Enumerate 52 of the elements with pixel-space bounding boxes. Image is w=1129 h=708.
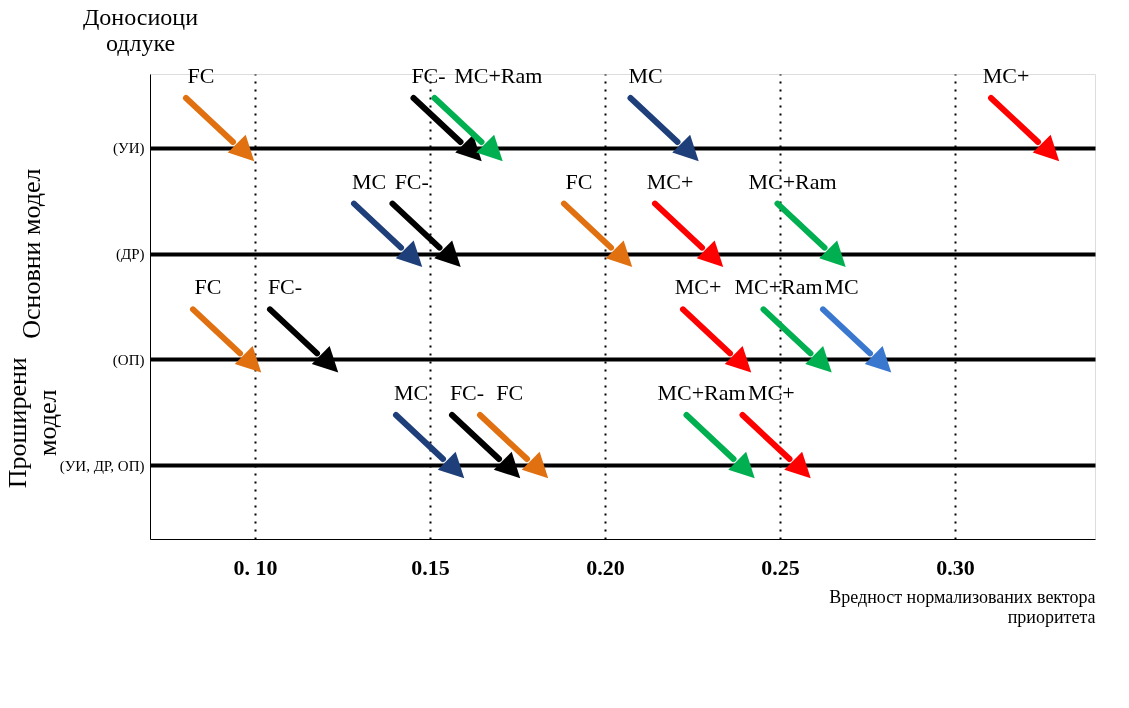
y-tick-label: (УИ, ДР, ОП) bbox=[59, 457, 145, 475]
text: MC+Ram bbox=[657, 380, 746, 406]
point bbox=[395, 240, 423, 267]
series-label: MC+ bbox=[674, 274, 722, 300]
text: FC bbox=[194, 274, 222, 300]
text: MC+ bbox=[982, 62, 1030, 88]
point bbox=[311, 346, 339, 373]
point bbox=[805, 346, 832, 373]
text: MC+Ram bbox=[748, 168, 837, 194]
series-label: FC- bbox=[394, 168, 429, 194]
text: MC bbox=[351, 168, 387, 194]
x-tick-label: 0.30 bbox=[936, 554, 975, 580]
y-tick-label: (ОП) bbox=[112, 351, 145, 369]
text: FC- bbox=[411, 62, 446, 88]
point bbox=[227, 134, 255, 162]
y-tick-label: (УИ) bbox=[113, 140, 145, 158]
point bbox=[455, 134, 482, 162]
point bbox=[724, 346, 752, 373]
point bbox=[437, 451, 465, 479]
point bbox=[819, 240, 846, 267]
point bbox=[784, 451, 811, 479]
point bbox=[521, 451, 549, 479]
point bbox=[728, 451, 755, 479]
text: FC- bbox=[449, 380, 485, 406]
point bbox=[434, 240, 461, 267]
text: FC bbox=[565, 168, 593, 194]
x-tick-label: 0.25 bbox=[761, 554, 800, 580]
text: MC+ bbox=[646, 168, 694, 194]
text: Основни модел bbox=[17, 168, 46, 339]
text: MC+Ram bbox=[454, 62, 543, 88]
point bbox=[234, 346, 262, 373]
text: FC- bbox=[267, 274, 303, 300]
text: MC+ bbox=[747, 380, 795, 406]
text: MC bbox=[628, 62, 663, 88]
y-axis-title: Доносиоци одлуке bbox=[83, 3, 199, 56]
x-axis-title: Вредност нормализованих вектора приоритета bbox=[829, 586, 1096, 627]
text: FC bbox=[187, 62, 215, 88]
y-tick-label: (ДР) bbox=[115, 246, 145, 264]
series-label: MC+Ram bbox=[734, 274, 823, 300]
text: MC bbox=[393, 380, 429, 406]
x-tick-label: 0.15 bbox=[411, 554, 450, 580]
x-tick-label: 0. 10 bbox=[233, 554, 278, 580]
x-tick-label: 0.20 bbox=[586, 554, 625, 580]
point bbox=[672, 134, 699, 162]
point bbox=[864, 346, 892, 373]
point bbox=[476, 134, 503, 162]
text: FC bbox=[496, 380, 524, 406]
point bbox=[696, 240, 724, 267]
point bbox=[605, 240, 633, 267]
point bbox=[1032, 134, 1060, 162]
text: MC bbox=[824, 274, 859, 300]
point bbox=[493, 451, 521, 479]
